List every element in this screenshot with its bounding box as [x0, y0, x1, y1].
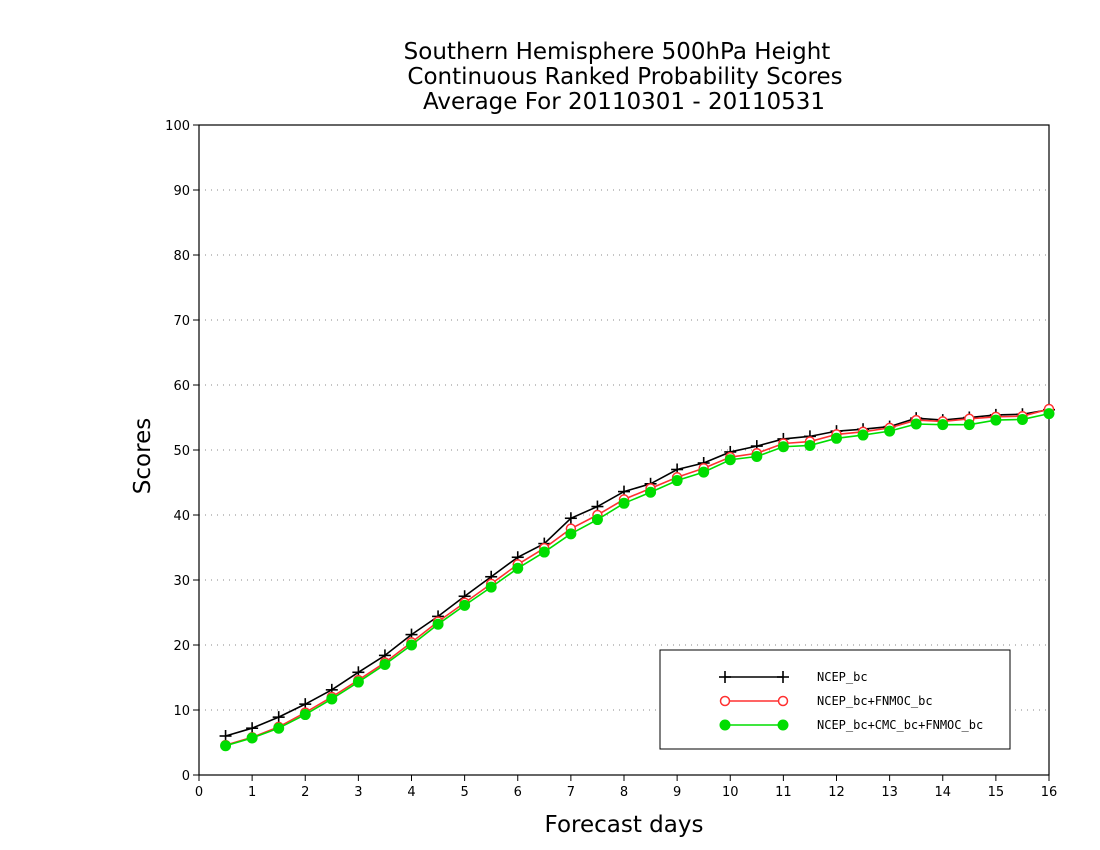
- data-point: [857, 429, 869, 441]
- data-point: [804, 439, 816, 451]
- legend-marker: [719, 695, 731, 707]
- y-tick-label: 40: [173, 509, 190, 524]
- y-axis-label: Scores: [130, 418, 156, 494]
- title-line-3: Average For 20110301 - 20110531: [423, 89, 825, 115]
- data-point: [777, 441, 789, 453]
- x-axis: 0 1 2 3 4 5 6 7 8 9 10 11 12 13 14 15 16: [195, 775, 1057, 800]
- x-tick-label: 11: [775, 785, 792, 800]
- data-point: [1016, 413, 1028, 425]
- y-tick-label: 100: [165, 119, 190, 134]
- y-axis: 0 10 20 30 40 50 60 70 80 90 100: [165, 119, 199, 784]
- legend-label: NCEP_bc+CMC_bc+FNMOC_bc: [817, 718, 983, 732]
- data-point: [406, 639, 417, 651]
- legend-marker: [777, 719, 789, 731]
- legend-marker: [719, 719, 731, 731]
- x-tick-label: 2: [301, 785, 309, 800]
- data-point: [564, 512, 577, 525]
- title-line-2: Continuous Ranked Probability Scores: [407, 64, 842, 90]
- x-tick-label: 10: [722, 785, 739, 800]
- x-tick-label: 4: [407, 785, 415, 800]
- data-point: [273, 722, 285, 734]
- x-tick-label: 8: [620, 785, 628, 800]
- data-point: [246, 732, 258, 744]
- legend-marker: [719, 671, 731, 683]
- legend-marker: [777, 695, 789, 707]
- legend: NCEP_bc NCEP_bc+FNMOC_bc NCEP_bc+CMC_bc+FN…: [659, 649, 1011, 750]
- x-tick-label: 7: [567, 785, 575, 800]
- y-tick-label: 50: [173, 444, 190, 459]
- y-tick-label: 30: [173, 574, 190, 589]
- x-tick-label: 14: [934, 785, 951, 800]
- y-tick-label: 20: [173, 639, 190, 654]
- y-tick-label: 0: [182, 769, 190, 784]
- legend-entry: NCEP_bc: [719, 670, 868, 684]
- data-point: [272, 711, 285, 724]
- data-point: [1043, 408, 1055, 420]
- y-tick-label: 70: [173, 314, 190, 329]
- data-point: [299, 709, 311, 721]
- chart-title: Southern Hemisphere 500hPa Height Contin…: [404, 39, 843, 115]
- x-tick-label: 16: [1041, 785, 1058, 800]
- data-point: [937, 419, 949, 431]
- data-point: [485, 581, 497, 593]
- gridlines: [199, 189, 1049, 711]
- y-tick-label: 80: [173, 249, 190, 264]
- x-tick-label: 5: [460, 785, 468, 800]
- data-point: [432, 618, 444, 630]
- series-3: [220, 408, 1055, 752]
- x-tick-label: 13: [881, 785, 898, 800]
- x-tick-label: 12: [828, 785, 845, 800]
- data-point: [326, 693, 338, 705]
- data-point: [671, 475, 683, 487]
- legend-label: NCEP_bc: [817, 670, 868, 684]
- data-point: [618, 497, 630, 509]
- legend-entry: NCEP_bc+FNMOC_bc: [719, 694, 933, 708]
- data-point: [220, 740, 232, 752]
- x-tick-label: 9: [673, 785, 681, 800]
- x-tick-label: 3: [354, 785, 362, 800]
- data-point: [990, 414, 1002, 426]
- series-group: [219, 403, 1055, 752]
- x-axis-label: Forecast days: [545, 812, 704, 838]
- data-point: [645, 486, 657, 498]
- data-point: [724, 454, 736, 466]
- title-line-1: Southern Hemisphere 500hPa Height: [404, 39, 831, 65]
- data-point: [538, 546, 550, 558]
- y-tick-label: 90: [173, 184, 190, 199]
- data-point: [591, 514, 603, 526]
- data-point: [963, 419, 975, 431]
- legend-box: [659, 649, 1011, 750]
- data-point: [698, 466, 710, 478]
- y-tick-label: 10: [173, 704, 190, 719]
- data-point: [884, 425, 896, 437]
- y-tick-label: 60: [173, 379, 190, 394]
- legend-entry: NCEP_bc+CMC_bc+FNMOC_bc: [719, 718, 983, 732]
- data-point: [751, 451, 763, 462]
- data-point: [910, 418, 922, 430]
- x-tick-label: 0: [195, 785, 203, 800]
- x-tick-label: 15: [988, 785, 1005, 800]
- data-point: [565, 528, 577, 540]
- data-point: [831, 432, 842, 444]
- data-point: [379, 659, 391, 670]
- x-tick-label: 1: [248, 785, 256, 800]
- legend-marker: [777, 671, 789, 683]
- x-tick-label: 6: [514, 785, 522, 800]
- legend-label: NCEP_bc+FNMOC_bc: [817, 694, 933, 708]
- data-point: [352, 676, 364, 688]
- data-point: [459, 599, 471, 611]
- data-point: [512, 562, 524, 574]
